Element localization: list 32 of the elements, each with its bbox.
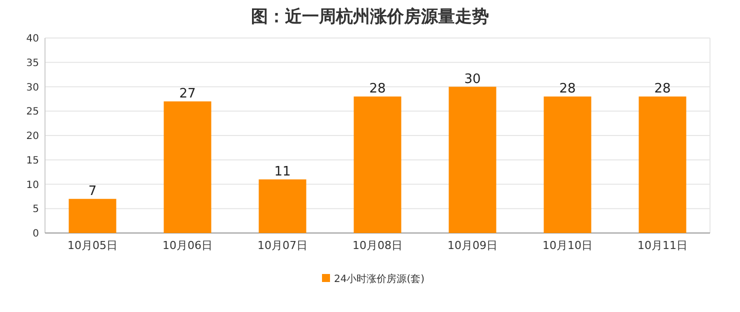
bar: [638, 96, 686, 233]
data-label: 28: [369, 82, 386, 96]
bar: [448, 86, 496, 233]
bar: [258, 179, 306, 233]
data-label: 27: [179, 86, 196, 102]
bar: [68, 198, 116, 233]
bar: [544, 96, 592, 233]
y-tick-label: 10: [26, 180, 39, 191]
x-tick-label: 10月10日: [542, 239, 592, 252]
data-label: 11: [274, 164, 291, 180]
x-tick-label: 10月09日: [448, 239, 498, 252]
x-tick-label: 10月11日: [638, 239, 688, 252]
y-tick-label: 0: [32, 228, 39, 240]
data-label: 30: [464, 72, 481, 87]
y-tick-label: 35: [26, 58, 39, 69]
x-tick-label: 10月05日: [68, 239, 118, 252]
y-tick-label: 40: [26, 34, 39, 44]
x-tick-label: 10月06日: [162, 239, 212, 252]
chart-title: 图：近一周杭州涨价房源量走势: [251, 7, 489, 27]
y-tick-label: 30: [26, 82, 39, 94]
data-label: 28: [654, 82, 671, 96]
bar: [164, 101, 212, 233]
y-tick-label: 25: [26, 106, 39, 118]
data-label: 28: [559, 82, 576, 96]
legend-label: 24小时涨价房源(套): [334, 273, 425, 285]
y-tick-label: 5: [32, 204, 39, 216]
x-tick-label: 10月08日: [352, 239, 402, 252]
y-tick-label: 15: [26, 155, 39, 166]
x-tick-label: 10月07日: [258, 239, 308, 252]
bar: [354, 96, 402, 233]
data-label: 7: [88, 184, 97, 199]
y-tick-label: 20: [26, 131, 39, 142]
